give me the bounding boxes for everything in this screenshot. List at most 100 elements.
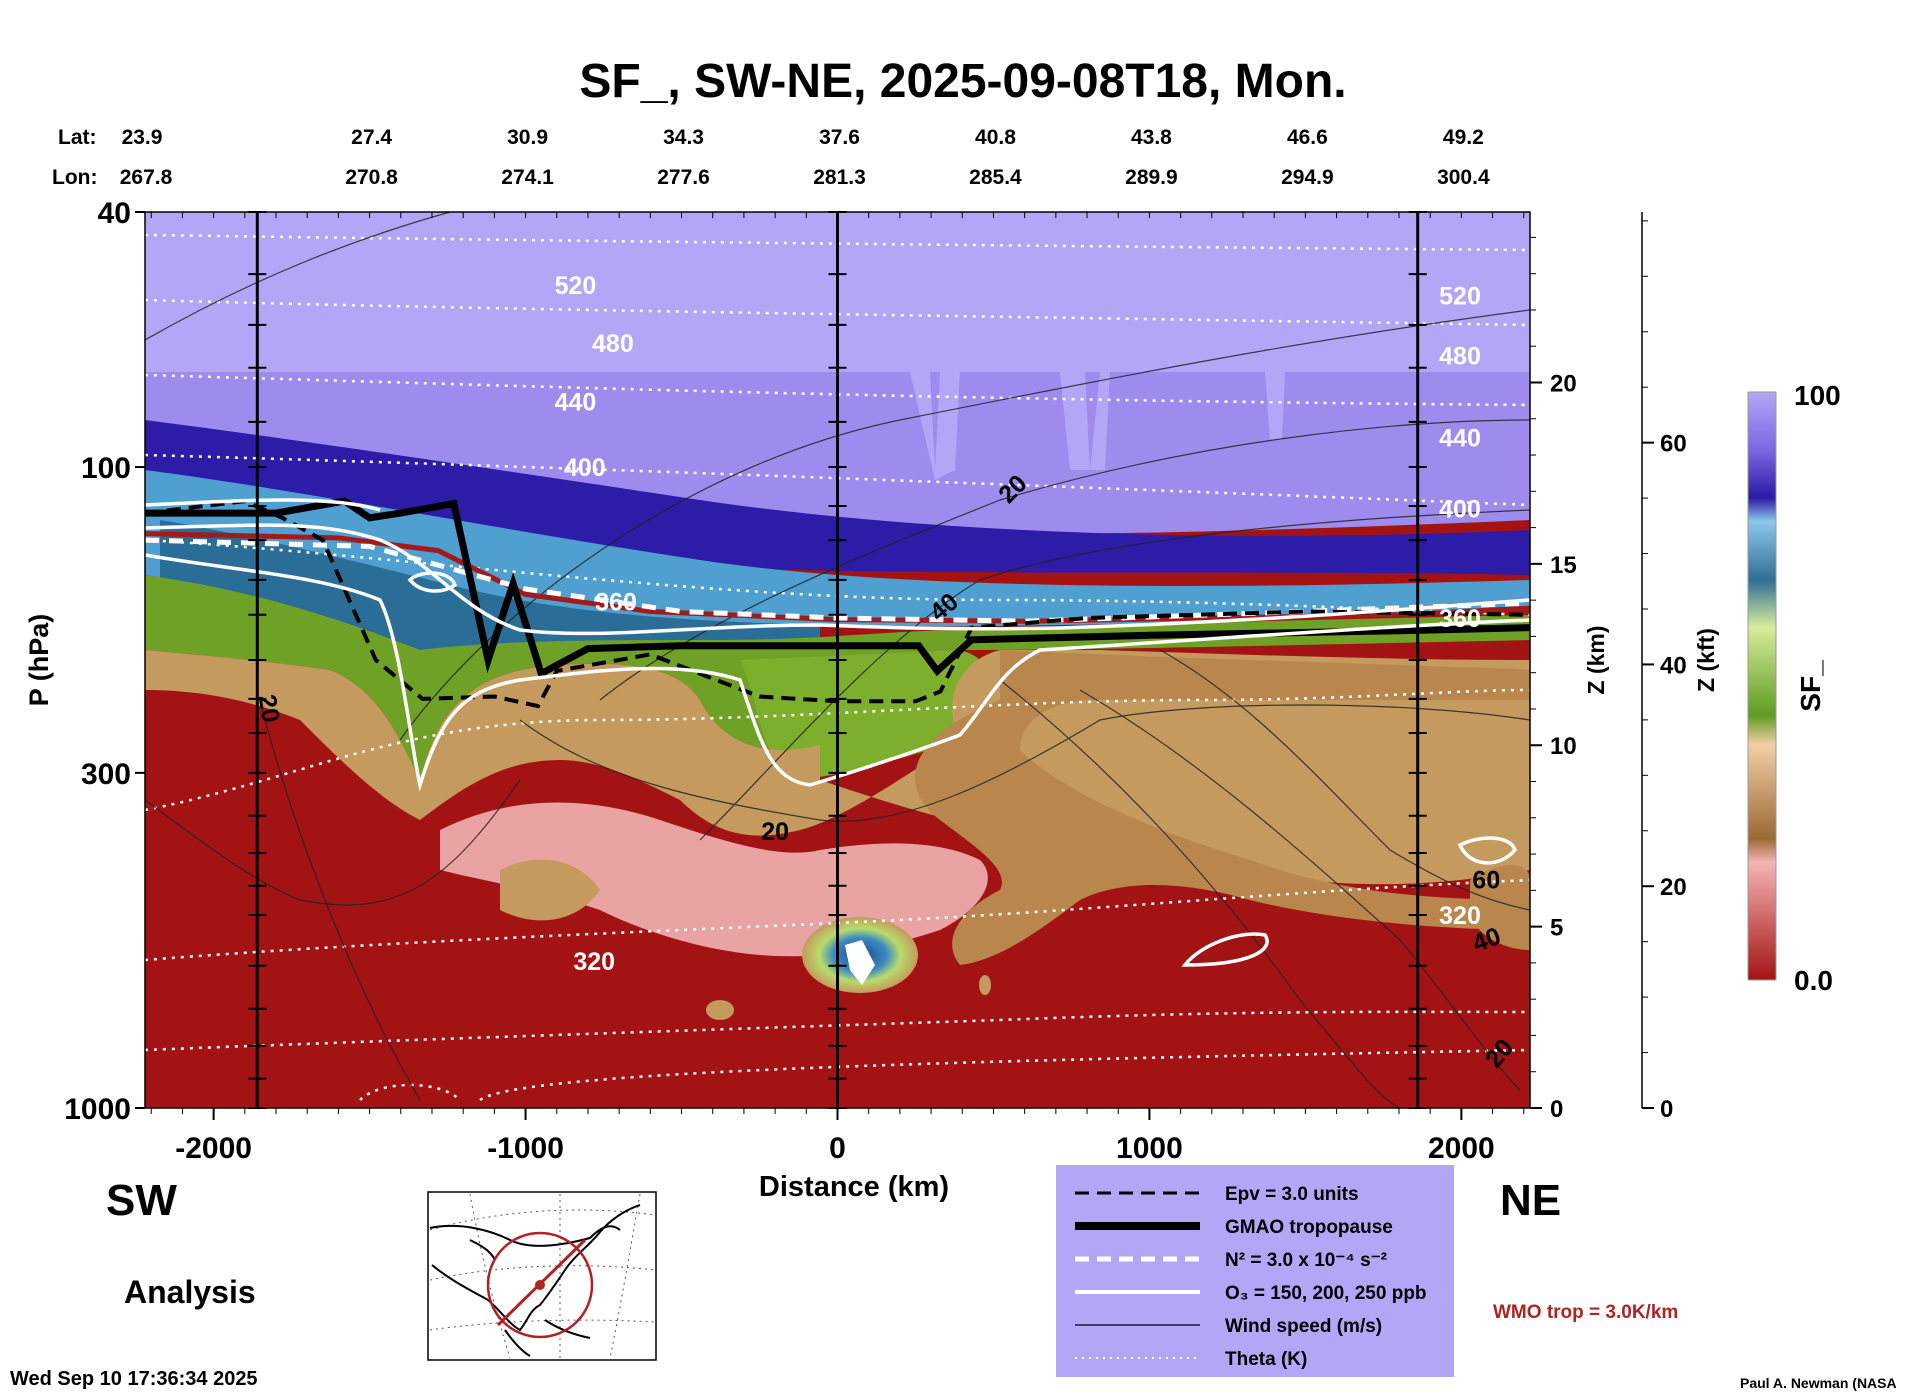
inset-map-range-circle	[486, 1231, 594, 1339]
legend-label: N² = 3.0 x 10⁻⁴ s⁻²	[1225, 1250, 1387, 1271]
z-km-tick-label: 5	[1550, 915, 1563, 942]
wind-contour	[1079, 689, 1521, 1091]
z-km-tick-label: 0	[1550, 1096, 1563, 1123]
wind-speed-label: 60	[1472, 866, 1500, 894]
wind-contours	[145, 212, 1530, 1108]
wind-contour	[145, 212, 451, 341]
ozone-contour	[145, 523, 1530, 636]
lat-value: 37.6	[819, 126, 860, 149]
lat-value: 30.9	[507, 126, 548, 149]
ozone-contour-small	[407, 571, 458, 593]
field-hotspot-white	[845, 940, 875, 985]
lat-lon-values: 23.9 267.8 27.4 270.8 30.9 274.1 34.3 277.6 37.6…	[120, 126, 1490, 189]
inset-map-frame	[427, 1191, 657, 1361]
lon-value: 270.8	[345, 166, 398, 189]
legend-label: Wind speed (m/s)	[1225, 1316, 1382, 1337]
legend-label: Theta (K)	[1225, 1349, 1307, 1370]
z-kft-tick-label: 20	[1660, 874, 1687, 901]
theta-label: 440	[555, 388, 597, 416]
lon-value: 300.4	[1437, 166, 1490, 189]
theta-label-right: 400	[1439, 495, 1481, 523]
theta-contour-480	[145, 298, 1530, 327]
lon-value: 285.4	[969, 166, 1022, 189]
lat-value: 34.3	[663, 126, 704, 149]
wind-contour	[519, 704, 1530, 822]
legend-items: Epv = 3.0 units GMAO tropopause N² = 3.0 x…	[1075, 1184, 1427, 1370]
colorbar	[1747, 391, 1777, 981]
theta-label-right: 440	[1439, 425, 1481, 453]
x-tick-label: -1000	[487, 1132, 564, 1165]
wind-contour	[399, 309, 1530, 741]
legend-label: Epv = 3.0 units	[1225, 1184, 1359, 1205]
theta-label: 480	[592, 330, 634, 358]
lat-value: 40.8	[975, 126, 1016, 149]
lon-value: 277.6	[657, 166, 710, 189]
tropopause-lines	[145, 497, 1530, 967]
ozone-contour	[145, 553, 1530, 792]
colorbar-title: SF_	[1795, 660, 1826, 712]
lat-value: 49.2	[1443, 126, 1484, 149]
field-tan-tongue	[915, 650, 1530, 965]
lon-row-label: Lon:	[52, 166, 97, 189]
p-tick-label: 1000	[64, 1093, 131, 1126]
z-kft-tick-label: 60	[1660, 431, 1687, 458]
y-axis-title: P (hPa)	[24, 614, 54, 707]
x-axis: -2000 -1000 0 1000 2000	[150, 212, 1525, 1165]
theta-contour-440	[145, 373, 1530, 407]
z-km-axis: 0 5 10 15 20	[1530, 236, 1577, 1123]
lon-value: 274.1	[501, 166, 554, 189]
theta-contour-300	[359, 1048, 1530, 1102]
lon-value: 289.9	[1125, 166, 1178, 189]
p-tick-label: 40	[98, 197, 131, 230]
lat-value: 27.4	[351, 126, 392, 149]
lon-value: 267.8	[120, 166, 173, 189]
z-kft-tick-label: 0	[1660, 1096, 1673, 1123]
theta-label: 320	[573, 948, 615, 976]
pressure-axis: 40 100 300 1000	[64, 197, 145, 1126]
colorbar-max-label: 100	[1794, 380, 1841, 411]
gmao-tropopause-line	[145, 497, 1530, 679]
field-right-tan-blob	[1470, 865, 1530, 950]
theta-contour-520	[145, 233, 1530, 252]
inset-map-coastline	[429, 1204, 641, 1357]
z-km-tick-label: 20	[1550, 370, 1577, 397]
sw-label: SW	[106, 1176, 177, 1225]
lat-value: 23.9	[122, 126, 163, 149]
x-axis-title: Distance (km)	[759, 1171, 949, 1203]
theta-label: 520	[555, 272, 597, 300]
contours	[145, 212, 1530, 1108]
theta-label-right: 520	[1439, 283, 1481, 311]
chart-title: SF_, SW-NE, 2025-09-08T18, Mon.	[579, 55, 1346, 108]
theta-label-right: 480	[1439, 343, 1481, 371]
timestamp: Wed Sep 10 17:36:34 2025	[10, 1368, 258, 1390]
lon-value: 294.9	[1281, 166, 1334, 189]
legend-label: O₃ = 150, 200, 250 ppb	[1225, 1283, 1427, 1304]
field-small-blob-2	[979, 975, 991, 995]
ozone-contour-lower	[1181, 932, 1269, 967]
legend-box	[1056, 1165, 1454, 1377]
p-tick-label: 100	[81, 452, 131, 485]
theta-label-right: 360	[1439, 605, 1481, 633]
theta-labels: 520 480 440 400 360 320 520 480 440 400 360 320	[555, 272, 1481, 976]
colorbar-min-label: 0.0	[1794, 965, 1833, 996]
x-tick-label: 0	[829, 1132, 846, 1165]
x-tick-label: -2000	[175, 1132, 252, 1165]
wind-contour	[599, 419, 1530, 701]
z-km-axis-title: Z (km)	[1583, 626, 1609, 695]
legend-label: GMAO tropopause	[1225, 1217, 1393, 1238]
credit: Paul A. Newman (NASA	[1740, 1375, 1897, 1391]
z-kft-axis-title: Z (kft)	[1693, 628, 1719, 692]
wind-contour	[259, 699, 421, 1101]
wind-speed-label: 20	[761, 818, 789, 846]
theta-label: 360	[595, 588, 637, 616]
ne-label: NE	[1500, 1176, 1561, 1225]
ozone-contour	[145, 498, 381, 512]
field-small-blob-1	[706, 1000, 734, 1020]
theta-label-right: 320	[1439, 902, 1481, 930]
theta-contour-320	[145, 878, 1530, 962]
lon-value: 281.3	[813, 166, 866, 189]
theta-contour-310	[145, 1010, 1530, 1052]
z-km-tick-label: 15	[1550, 552, 1577, 579]
theta-label: 400	[564, 454, 606, 482]
